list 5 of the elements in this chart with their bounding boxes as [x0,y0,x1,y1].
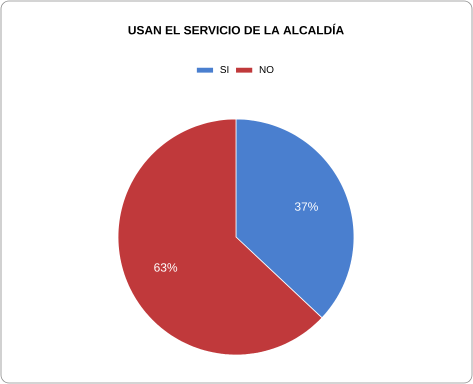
legend-label: SI [220,66,228,74]
chart-title: USAN EL SERVICIO DE LA ALCALDÍA [128,24,344,34]
data-label: 37% [294,202,318,211]
legend-label: NO [260,66,274,74]
data-label: 63% [154,263,178,272]
